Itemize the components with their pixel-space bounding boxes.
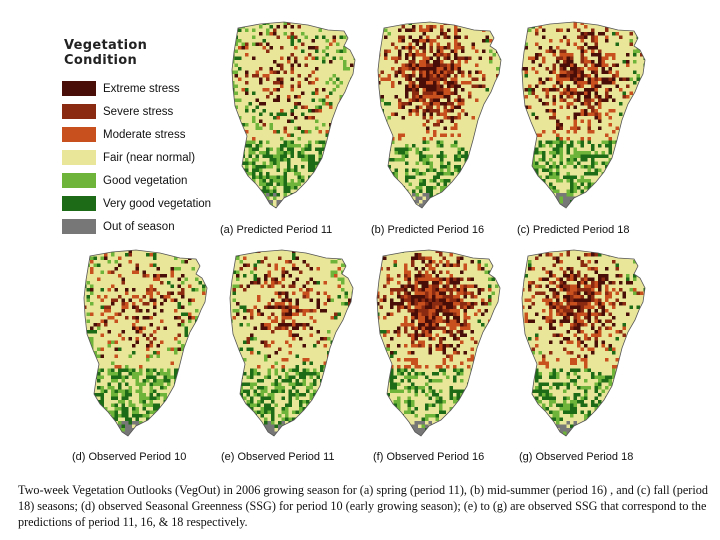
- vegetation-legend: Vegetation Condition Extreme stress Sever…: [62, 38, 222, 234]
- region-outline: [376, 249, 501, 437]
- swatch-very-good: [62, 196, 96, 211]
- legend-item: Moderate stress: [62, 123, 222, 146]
- region-outline: [229, 249, 354, 437]
- legend-label: Good vegetation: [103, 174, 188, 187]
- region-outline: [231, 21, 356, 209]
- map-caption-c: (c) Predicted Period 18: [517, 224, 630, 236]
- swatch-good: [62, 173, 96, 188]
- map-panel-a: [224, 18, 363, 215]
- map-pixels: [232, 22, 355, 208]
- map-pixels: [522, 250, 645, 436]
- map-caption-g: (g) Observed Period 18: [519, 451, 634, 463]
- figure-caption: Two-week Vegetation Outlooks (VegOut) in…: [18, 483, 708, 529]
- map-panel-d: [76, 246, 215, 443]
- legend-label: Very good vegetation: [103, 197, 212, 210]
- map-pixels: [230, 250, 353, 436]
- legend-item: Good vegetation: [62, 169, 222, 192]
- legend-item: Fair (near normal): [62, 146, 222, 169]
- swatch-out-of-season: [62, 219, 96, 234]
- map-pixels: [522, 22, 645, 208]
- map-caption-b: (b) Predicted Period 16: [371, 224, 485, 236]
- legend-label: Extreme stress: [103, 82, 180, 95]
- vegetation-map-a: [231, 21, 356, 209]
- legend-label: Fair (near normal): [103, 151, 196, 164]
- legend-item: Very good vegetation: [62, 192, 222, 215]
- swatch-extreme-stress: [62, 81, 96, 96]
- map-caption-d: (d) Observed Period 10: [72, 451, 187, 463]
- swatch-moderate-stress: [62, 127, 96, 142]
- vegetation-map-g: [521, 249, 646, 437]
- map-panel-e: [222, 246, 361, 443]
- legend-item: Extreme stress: [62, 77, 222, 100]
- swatch-severe-stress: [62, 104, 96, 119]
- vegetation-map-e: [229, 249, 354, 437]
- legend-label: Out of season: [103, 220, 175, 233]
- map-caption-a: (a) Predicted Period 11: [220, 224, 333, 236]
- legend-item: Severe stress: [62, 100, 222, 123]
- map-pixels: [84, 250, 207, 436]
- legend-label: Severe stress: [103, 105, 174, 118]
- vegetation-map-c: [521, 21, 646, 209]
- map-panel-b: [370, 18, 509, 215]
- region-outline: [521, 21, 646, 209]
- region-outline: [521, 249, 646, 437]
- map-panel-f: [369, 246, 508, 443]
- region-outline: [83, 249, 208, 437]
- map-panel-c: [514, 18, 653, 215]
- swatch-fair: [62, 150, 96, 165]
- map-panel-g: [514, 246, 653, 443]
- legend-item: Out of season: [62, 215, 222, 238]
- vegetation-map-d: [83, 249, 208, 437]
- vegetation-map-b: [377, 21, 502, 209]
- legend-title: Vegetation Condition: [64, 38, 148, 68]
- legend-items: Extreme stress Severe stress Moderate stre…: [62, 77, 222, 238]
- map-caption-f: (f) Observed Period 16: [373, 451, 485, 463]
- region-outline: [377, 21, 502, 209]
- map-pixels: [377, 250, 500, 436]
- legend-label: Moderate stress: [103, 128, 186, 141]
- map-pixels: [378, 22, 501, 208]
- map-caption-e: (e) Observed Period 11: [221, 451, 335, 463]
- vegetation-map-f: [376, 249, 501, 437]
